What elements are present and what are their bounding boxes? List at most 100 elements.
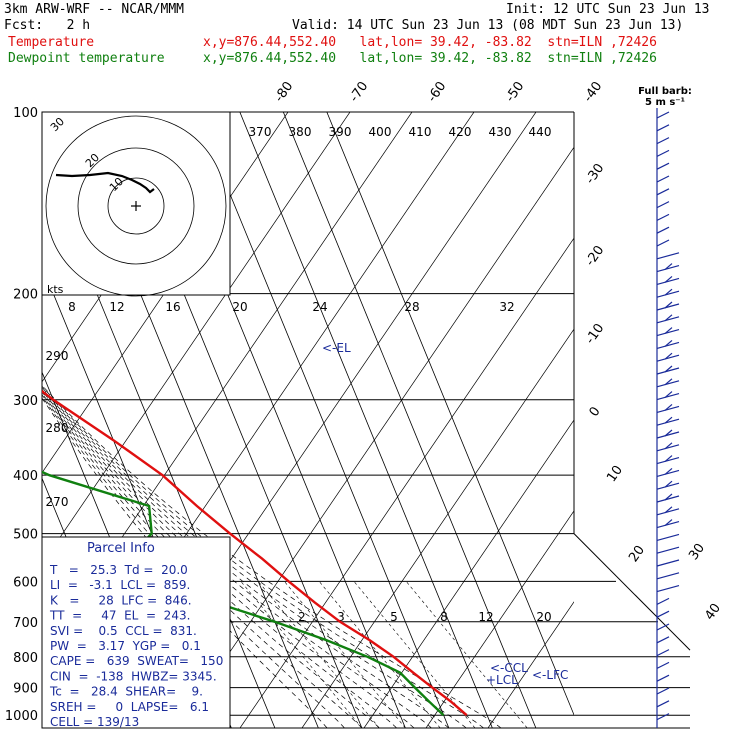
wind-barb	[656, 405, 680, 413]
wind-barb	[656, 354, 680, 362]
theta-e-label: 370	[249, 125, 272, 139]
pressure-label: 600	[13, 575, 38, 590]
wind-barb-flag	[664, 519, 673, 527]
temperature-trace	[42, 389, 468, 717]
dry-adiabat-line	[239, 237, 574, 728]
temperature-axis-label: -80	[272, 79, 296, 105]
isotherm-line	[239, 112, 493, 728]
theta-label: 290	[46, 349, 69, 363]
wind-barb-flag	[664, 314, 673, 322]
mixing-ratio-label: 8	[68, 300, 76, 314]
temperature-axis-label: 10	[604, 463, 626, 485]
mixing-ratio-label: 20	[536, 610, 551, 624]
wind-barb	[656, 521, 680, 529]
isotherm-line	[282, 112, 537, 728]
wind-barbs: Full barb:5 m s⁻¹	[638, 86, 692, 728]
pressure-label: 300	[13, 394, 38, 409]
frame-diagonal	[573, 533, 691, 651]
wind-barb	[656, 213, 670, 221]
dry-adiabat-line	[425, 510, 574, 728]
wind-barb	[656, 559, 680, 567]
mixing-ratio-line	[405, 581, 528, 728]
parcel-info-title: Parcel Info	[87, 541, 155, 556]
wind-barb-flag	[664, 301, 673, 309]
barb-units: 5 m s⁻¹	[645, 97, 685, 108]
moist-adiabat-line	[42, 391, 397, 728]
mixing-ratio-label: 24	[312, 300, 327, 314]
parcel-info-row: LI = -3.1 LCL = 859.	[50, 578, 190, 592]
wind-barb	[656, 380, 680, 388]
background-lines	[0, 112, 574, 728]
wind-barb-flag	[664, 442, 673, 450]
wind-barb	[656, 393, 680, 401]
pressure-label: 500	[13, 528, 38, 543]
dry-adiabat-line	[487, 601, 574, 728]
ccl-annotation: <-CCL	[490, 661, 528, 675]
wind-barb	[656, 623, 670, 631]
parcel-info-row: PW = 3.17 YGP = 0.1	[50, 639, 201, 653]
wind-barb-flag	[664, 365, 673, 373]
wind-barb	[656, 674, 670, 682]
wind-barb	[656, 495, 680, 503]
moist-adiabat-line	[42, 386, 467, 728]
wind-barb-flag	[664, 467, 673, 475]
theta-e-label: 430	[489, 125, 512, 139]
wind-barb-flag	[664, 455, 673, 463]
hodograph-ring	[107, 177, 165, 235]
wind-barb	[656, 162, 670, 170]
mixing-ratio-label: 2	[298, 610, 306, 624]
wind-barb	[656, 239, 670, 247]
lcl-annotation: +LCL	[486, 673, 518, 687]
hodograph-ring	[45, 115, 227, 297]
temperature-axis-label: 40	[702, 601, 724, 623]
wind-barb	[656, 265, 680, 273]
parcel-info-frame	[41, 536, 231, 729]
isotherm-line	[195, 112, 450, 728]
forecast-hour: Fcst: 2 h	[4, 18, 91, 33]
wind-barb	[656, 585, 680, 593]
wind-barb-flag	[664, 391, 673, 399]
mixing-ratio-label: 16	[165, 300, 180, 314]
dry-adiabat-line	[0, 112, 40, 728]
dry-adiabat-line	[42, 112, 351, 565]
wind-barb	[656, 597, 670, 605]
temperature-axis-label: 0	[587, 404, 604, 419]
wind-barb	[656, 111, 670, 119]
mixing-ratio-label: 12	[109, 300, 124, 314]
wind-barb	[656, 572, 680, 580]
temperature-axis-label: -70	[347, 79, 371, 105]
moist-adiabat-line	[42, 384, 502, 728]
theta-e-label: 410	[409, 125, 432, 139]
barb-title: Full barb:	[638, 86, 692, 97]
isotherm-line	[326, 112, 574, 716]
parcel-info-row: Tc = 28.4 SHEAR= 9.	[49, 685, 203, 699]
wind-barb	[656, 469, 680, 477]
parcel-info-row: SVI = 0.5 CCL = 831.	[50, 624, 197, 638]
wind-barb	[656, 533, 680, 541]
dry-adiabat-line	[363, 419, 574, 728]
pressure-label: 800	[13, 651, 38, 666]
wind-barb	[656, 687, 670, 695]
mixing-ratio-label: 3	[337, 610, 345, 624]
wind-barb-flag	[664, 493, 673, 501]
wind-barb	[656, 367, 680, 375]
wind-barb-flag	[664, 480, 673, 488]
wind-barb	[656, 610, 670, 618]
theta-e-label: 400	[369, 125, 392, 139]
pressure-label: 700	[13, 616, 38, 631]
temperature-label: Temperature	[8, 35, 95, 50]
wind-barb	[656, 546, 680, 554]
wind-barb-flag	[664, 327, 673, 335]
wind-barb-flag	[664, 288, 673, 296]
wind-barb	[656, 149, 670, 157]
wind-barb-flag	[664, 275, 673, 283]
wind-barb-flag	[664, 339, 673, 347]
dewpoint-label: Dewpoint temperature	[8, 51, 165, 66]
wind-barb	[656, 303, 680, 311]
temperature-location: x,y=876.44,552.40 lat,lon= 39.42, -83.82…	[203, 35, 657, 50]
theta-e-label: 420	[449, 125, 472, 139]
theta-label: 270	[46, 495, 69, 509]
moist-adiabat-line	[42, 392, 380, 728]
wind-barb	[656, 700, 670, 708]
